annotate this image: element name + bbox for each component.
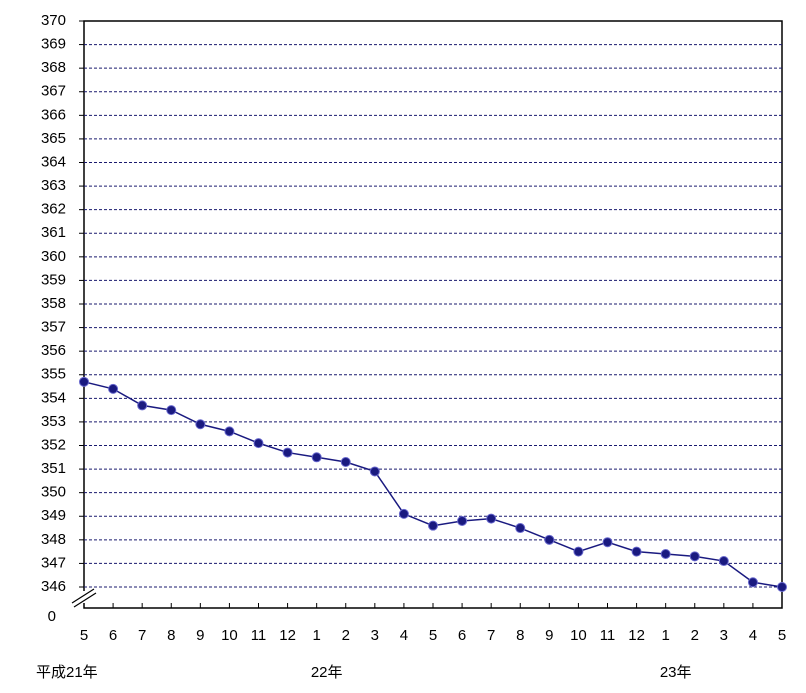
y-tick-label: 368 <box>41 59 66 76</box>
y-tick-label: 352 <box>41 436 66 453</box>
y-tick-label: 363 <box>41 177 66 194</box>
data-point <box>108 383 119 394</box>
x-tick-label: 8 <box>167 627 175 644</box>
data-point <box>428 520 438 531</box>
data-point <box>457 515 468 526</box>
x-tick-label: 7 <box>138 627 146 644</box>
data-point <box>340 457 351 468</box>
data-point <box>195 419 206 430</box>
y-tick-label: 350 <box>41 484 66 501</box>
x-tick-label: 3 <box>371 627 379 644</box>
x-tick-label: 5 <box>80 627 88 644</box>
y-tick-label: 366 <box>41 106 66 123</box>
y-tick-label: 360 <box>41 248 66 265</box>
y-tick-label: 361 <box>41 224 66 241</box>
x-tick-label: 4 <box>400 627 408 644</box>
plot-frame <box>83 20 783 609</box>
data-point <box>311 452 322 463</box>
data-point <box>660 548 671 559</box>
y-tick-label: 349 <box>41 507 66 524</box>
data-point <box>718 556 729 567</box>
y-tick-label: 359 <box>41 271 66 288</box>
y-tick-label: 353 <box>41 413 66 430</box>
y-tick-label: 354 <box>41 389 66 406</box>
y-tick-label: 347 <box>41 554 66 571</box>
data-point <box>689 551 700 562</box>
data-point <box>515 523 526 534</box>
data-line <box>83 381 783 588</box>
data-point <box>253 438 264 449</box>
data-point <box>631 546 642 557</box>
y-tick-label: 364 <box>41 153 66 170</box>
y-tick-label: 348 <box>41 531 66 548</box>
x-tick-label: 10 <box>570 627 587 644</box>
x-tick-label: 2 <box>342 627 350 644</box>
x-tick-label: 6 <box>458 627 466 644</box>
data-point <box>369 466 380 477</box>
data-point <box>398 508 409 519</box>
x-tick-label: 5 <box>778 627 786 644</box>
x-tick-label: 10 <box>221 627 238 644</box>
data-point <box>573 546 584 557</box>
y-tick-label: 351 <box>41 460 66 477</box>
axis-break-mark <box>73 592 97 608</box>
y-tick-label: 362 <box>41 201 66 218</box>
year-label: 22年 <box>311 664 343 681</box>
y-tick-label: 365 <box>41 130 66 147</box>
x-tick-label: 12 <box>628 627 645 644</box>
y-tick-label: 346 <box>41 578 66 595</box>
data-point <box>777 582 787 592</box>
axis-break-mark <box>71 588 95 604</box>
data-point <box>544 534 555 545</box>
y-tick-label: 370 <box>41 12 66 29</box>
x-tick-label: 6 <box>109 627 117 644</box>
data-point <box>137 400 148 411</box>
x-tick-label: 2 <box>691 627 699 644</box>
x-tick-label: 7 <box>487 627 495 644</box>
data-point <box>166 405 177 416</box>
x-tick-label: 11 <box>251 627 267 644</box>
x-tick-label: 1 <box>661 627 669 644</box>
x-tick-label: 5 <box>429 627 437 644</box>
data-point <box>282 447 293 458</box>
x-tick-label: 8 <box>516 627 524 644</box>
year-label: 平成21年 <box>36 664 98 681</box>
data-point <box>486 513 497 524</box>
x-tick-label: 11 <box>600 627 616 644</box>
y-break-tick-label: 0 <box>48 608 56 625</box>
x-tick-label: 9 <box>196 627 204 644</box>
data-point <box>602 537 613 548</box>
data-point <box>747 577 758 588</box>
y-tick-label: 358 <box>41 295 66 312</box>
x-tick-label: 3 <box>720 627 728 644</box>
y-tick-label: 357 <box>41 319 66 336</box>
y-tick-label: 355 <box>41 366 66 383</box>
data-point <box>224 426 235 437</box>
year-label: 23年 <box>660 664 692 681</box>
data-point <box>79 376 89 387</box>
y-tick-label: 369 <box>41 36 66 53</box>
x-tick-label: 4 <box>749 627 757 644</box>
x-tick-label: 12 <box>279 627 296 644</box>
y-tick-label: 367 <box>41 83 66 100</box>
x-tick-label: 9 <box>545 627 553 644</box>
y-tick-label: 356 <box>41 342 66 359</box>
x-tick-label: 1 <box>312 627 320 644</box>
